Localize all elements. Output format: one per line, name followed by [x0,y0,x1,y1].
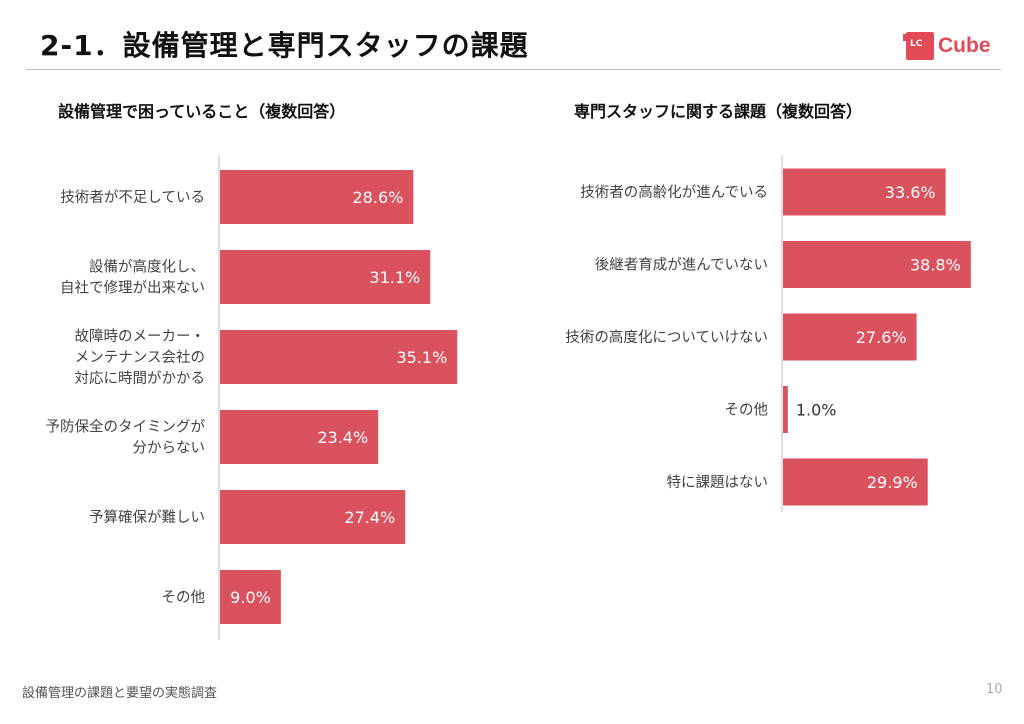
category-label: その他 [162,589,206,606]
bar [783,386,788,433]
bar [783,241,971,288]
bar [220,170,414,224]
category-label: 設備が高度化し、 [89,259,205,276]
category-label: その他 [725,402,769,419]
brand-logo: LC Cube [903,31,991,61]
logo-box-icon: LC [903,32,934,60]
title-divider [26,69,1001,70]
bar-value-label: 9.0% [230,588,271,607]
chart-title-right: 専門スタッフに関する課題（複数回答） [574,102,863,121]
bar [220,570,281,624]
logo-mark: LC [910,39,923,49]
category-label: 後継者育成が進んでいない [595,257,768,274]
bar [783,168,946,216]
bar-value-label: 29.9% [867,473,918,492]
logo-text: Cube [938,34,991,57]
category-label: 技術者の高齢化が進んでいる [580,184,768,201]
bar-value-label: 33.6% [885,183,936,202]
bar-value-label: 1.0% [796,401,837,420]
bar-value-label: 28.6% [353,188,404,207]
bar [783,458,928,506]
bar [220,330,458,384]
footer-survey-title: 設備管理の課題と要望の実態調査 [22,686,218,701]
bar [220,410,379,464]
category-label: 予防保全のタイミングが [46,418,206,436]
bar-value-label: 27.4% [344,508,395,527]
category-label: メンテナンス会社の [75,349,205,366]
page-title: 2-1．設備管理と専門スタッフの課題 [40,29,529,62]
category-label: 予算確保が難しい [89,509,205,526]
bar-value-label: 31.1% [369,268,420,287]
bar-value-label: 38.8% [910,256,961,275]
category-label: 技術の高度化についていけない [565,329,768,346]
chart-title-left: 設備管理で困っていること（複数回答） [58,102,346,121]
category-label: 分からない [133,440,206,457]
category-label: 自社で修理が出来ない [60,280,205,297]
bar-value-label: 35.1% [396,348,447,367]
category-label: 対応に時間がかかる [75,370,206,387]
bar-value-label: 23.4% [317,428,368,447]
bar [220,250,431,304]
category-label: 故障時のメーカー・ [75,327,206,345]
bar [220,490,406,544]
bar-value-label: 27.6% [856,328,907,347]
category-label: 特に課題はない [667,474,769,491]
bar [783,313,917,361]
category-label: 技術者が不足している [60,189,205,206]
page-number: 10 [986,682,1003,697]
